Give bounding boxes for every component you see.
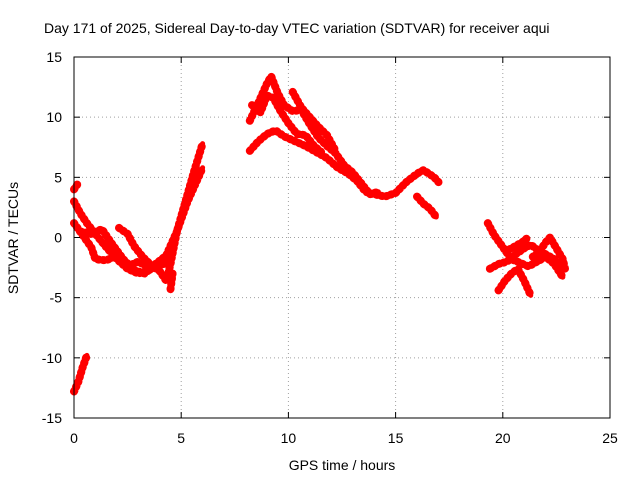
y-tick-label: 15 <box>46 49 62 65</box>
y-tick-label: 10 <box>46 109 62 125</box>
x-tick-label: 5 <box>177 430 185 446</box>
x-tick-label: 25 <box>602 430 618 446</box>
series-markers-sat-g <box>166 269 177 294</box>
series-markers-sat-q <box>505 234 531 254</box>
y-tick-label: -5 <box>50 290 63 306</box>
x-axis-label: GPS time / hours <box>289 457 396 473</box>
y-tick-label: -15 <box>42 410 62 426</box>
series-markers-sat-i <box>245 72 383 199</box>
series-markers-sat-n <box>485 240 567 273</box>
series-markers-sat-k <box>288 87 340 155</box>
series-markers-sat-b <box>70 351 91 396</box>
series-markers-sat-o <box>494 264 535 300</box>
x-tick-label: 0 <box>70 430 78 446</box>
y-tick-label: 0 <box>54 230 62 246</box>
series-markers-sat-j <box>248 91 327 158</box>
series-markers-sat-p <box>528 233 569 273</box>
x-tick-label: 20 <box>495 430 511 446</box>
x-tick-labels: 0 5 10 15 20 25 <box>70 430 618 446</box>
x-tick-label: 10 <box>281 430 297 446</box>
y-axis-label: SDTVAR / TECUs <box>5 182 21 294</box>
y-tick-label: -10 <box>42 350 62 366</box>
series-markers-sat-l <box>413 192 441 221</box>
chart-title: Day 171 of 2025, Sidereal Day-to-day VTE… <box>44 20 550 36</box>
y-tick-labels: -15 -10 -5 0 5 10 15 <box>42 49 62 426</box>
x-tick-label: 15 <box>388 430 404 446</box>
series-markers-sat-d <box>70 219 151 271</box>
series-markers-sat-a <box>70 180 82 194</box>
series-markers-sat-f <box>115 139 207 285</box>
tick-marks <box>73 56 611 419</box>
y-tick-label: 5 <box>54 169 62 185</box>
plot-traces <box>70 72 569 396</box>
